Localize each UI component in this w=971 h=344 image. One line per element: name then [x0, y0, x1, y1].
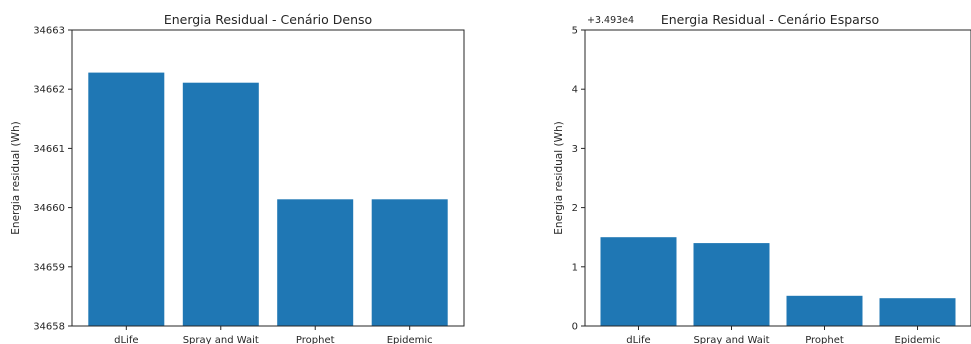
y-tick-label: 34662 — [33, 85, 65, 96]
y-axis-label: Energia residual (Wh) — [10, 121, 22, 234]
x-tick-label: Epidemic — [387, 335, 433, 344]
y-tick-label: 0 — [572, 322, 578, 333]
bar-group — [88, 72, 448, 326]
bar-epidemic — [371, 199, 448, 326]
bar-prophet — [786, 295, 863, 326]
y-axis-label: Energia residual (Wh) — [553, 121, 565, 234]
chart-title: Energia Residual - Cenário Esparso — [661, 12, 879, 27]
x-tick-label: Spray and Wait — [183, 335, 259, 344]
y-tick-label: 3 — [572, 144, 578, 155]
y-tick-label: 4 — [572, 85, 578, 96]
chart-dense: Energia Residual - Cenário Denso Energia… — [10, 12, 465, 344]
x-tick-label: Prophet — [805, 335, 844, 344]
y-tick-label: 34661 — [33, 144, 65, 155]
x-tick-label: dLife — [114, 335, 138, 344]
y-tick-label: 1 — [572, 262, 578, 273]
x-tick-label: Spray and Wait — [693, 335, 769, 344]
bar-group — [600, 237, 956, 326]
x-axis-ticks: dLife Spray and Wait Prophet Epidemic — [626, 326, 941, 344]
y-axis-ticks: 34658 34659 34660 34661 34662 34663 — [33, 26, 72, 333]
bar-epidemic — [879, 298, 956, 326]
bar-spray-and-wait — [182, 82, 259, 326]
x-tick-label: Prophet — [296, 335, 335, 344]
x-tick-label: Epidemic — [895, 335, 941, 344]
y-tick-label: 34658 — [33, 322, 65, 333]
bar-dlife — [88, 72, 165, 326]
y-tick-label: 5 — [572, 26, 578, 37]
x-tick-label: dLife — [626, 335, 650, 344]
bar-dlife — [600, 237, 677, 326]
plot-frame — [71, 29, 465, 327]
bar-prophet — [277, 199, 354, 326]
chart-sparse: Energia Residual - Cenário Esparso +3.49… — [553, 12, 971, 344]
y-tick-label: 34659 — [33, 262, 65, 273]
y-tick-label: 2 — [572, 203, 578, 214]
chart-title: Energia Residual - Cenário Denso — [164, 12, 372, 27]
y-tick-label: 34663 — [33, 26, 65, 37]
y-tick-label: 34660 — [33, 203, 65, 214]
y-axis-offset-label: +3.493e4 — [587, 15, 634, 26]
plot-frame — [584, 29, 971, 327]
x-axis-ticks: dLife Spray and Wait Prophet Epidemic — [114, 326, 433, 344]
bar-spray-and-wait — [693, 243, 770, 326]
y-axis-ticks: 0 1 2 3 4 5 — [572, 26, 585, 333]
